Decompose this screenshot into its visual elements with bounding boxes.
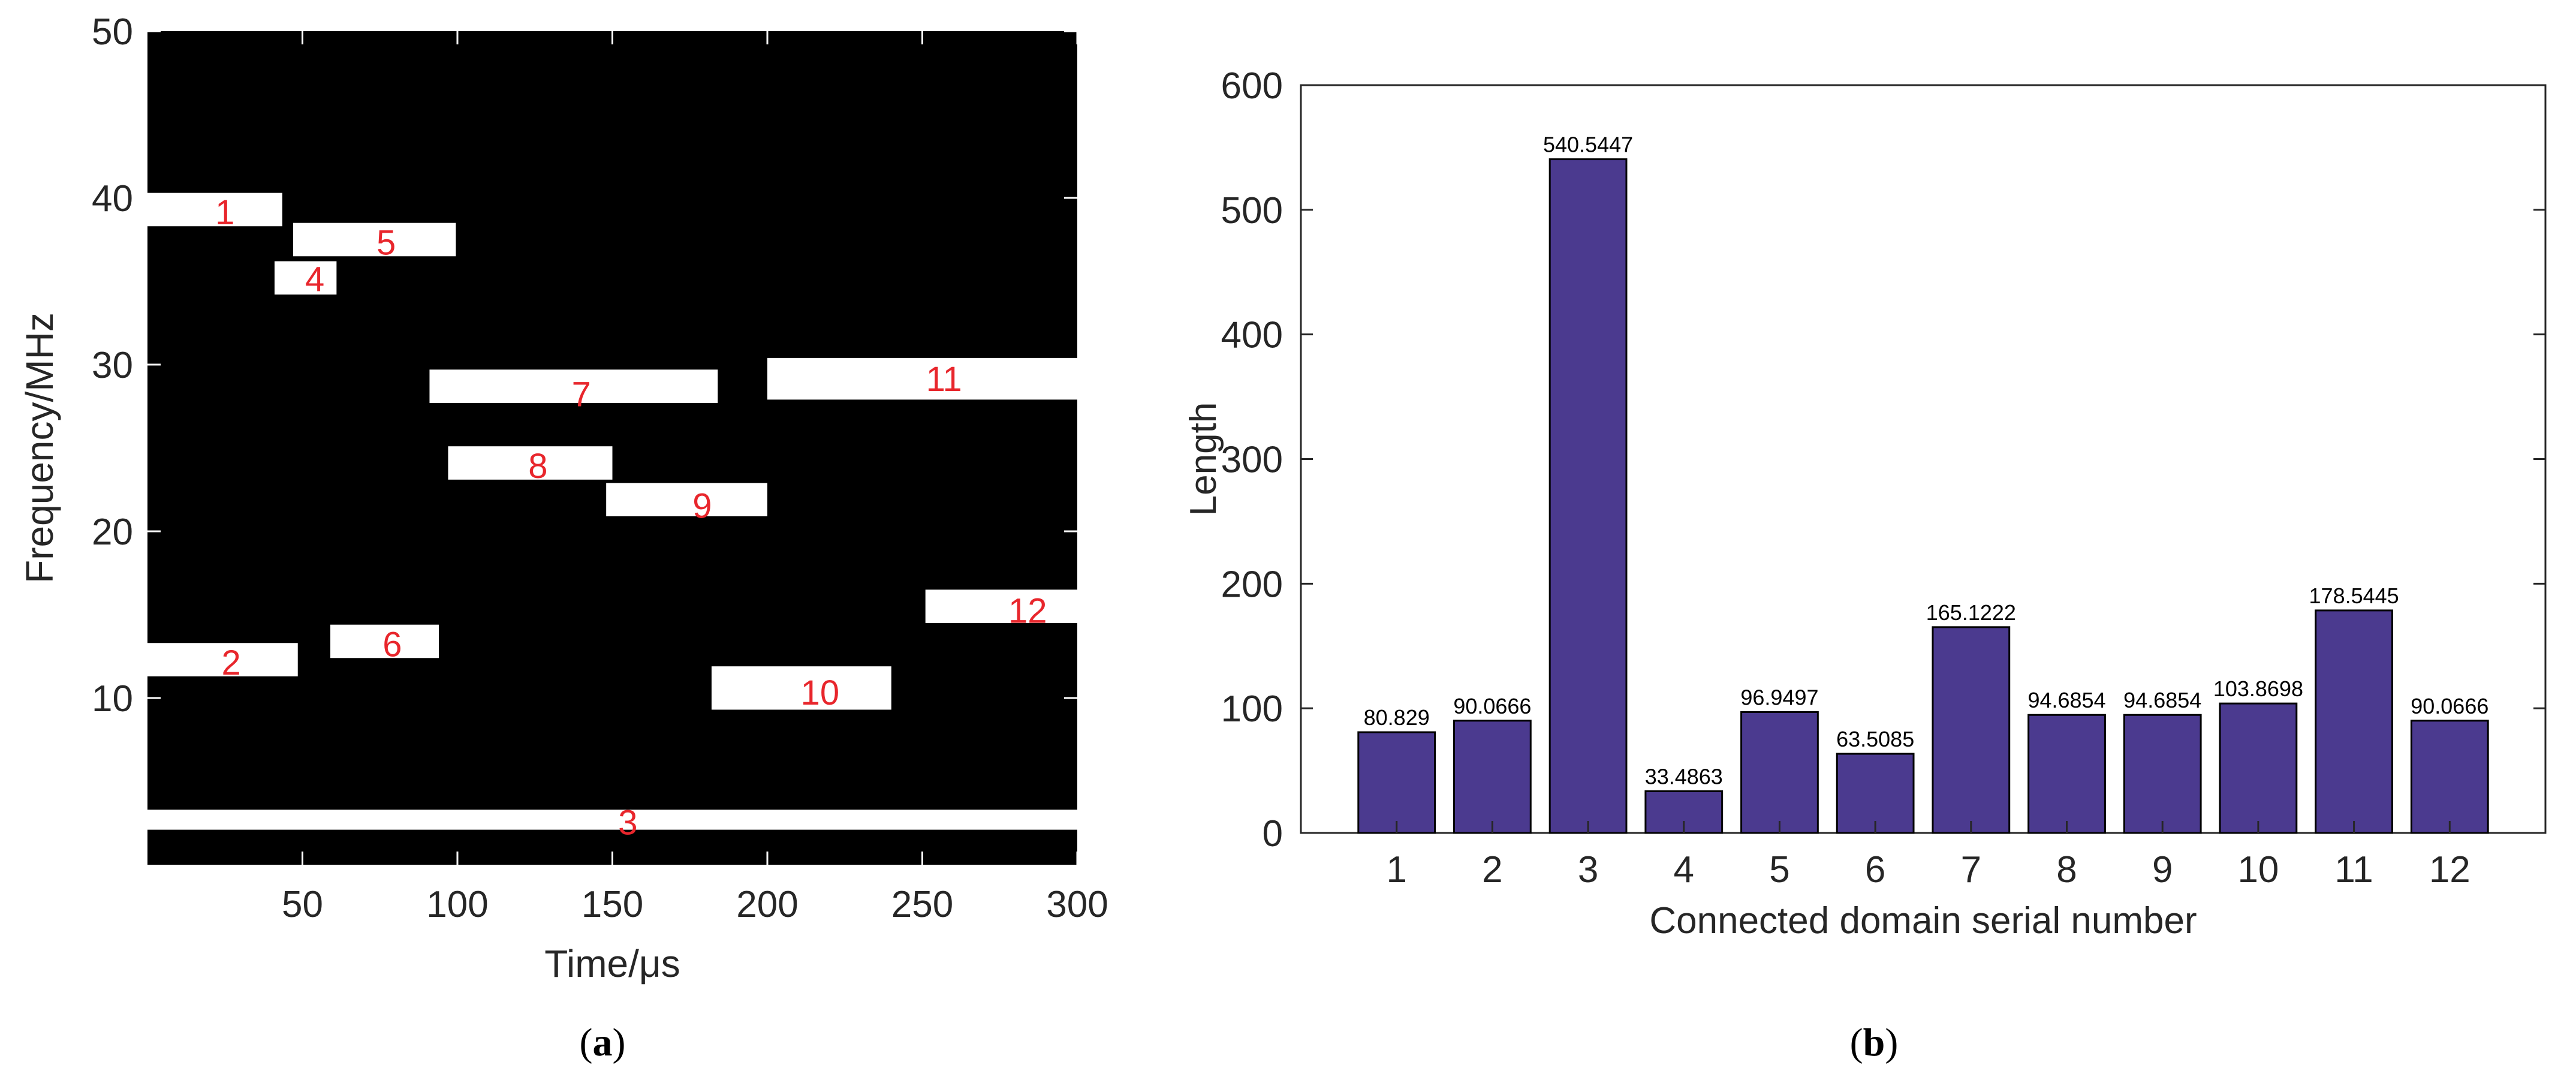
region-4	[274, 261, 337, 295]
x-tick-label: 2	[1482, 849, 1502, 891]
x-tick-label: 300	[1046, 884, 1108, 925]
y-tick-label: 100	[1221, 688, 1283, 730]
y-tick-label: 40	[92, 178, 133, 219]
region-7	[429, 369, 718, 403]
x-tick-label: 250	[891, 884, 953, 925]
y-axis-label: Frequency/MHz	[18, 312, 61, 583]
region-label-5: 5	[376, 223, 396, 262]
y-tick-label: 600	[1221, 65, 1283, 107]
x-tick-label: 3	[1578, 849, 1598, 891]
x-tick-label: 200	[736, 884, 798, 925]
bar-8	[2027, 714, 2106, 834]
data-label: 90.0666	[1453, 694, 1531, 718]
region-label-9: 9	[692, 487, 712, 526]
y-tick-label: 50	[92, 11, 133, 53]
y-tick-label: 200	[1221, 564, 1283, 605]
region-label-2: 2	[221, 643, 240, 682]
region-12	[925, 589, 1077, 623]
region-9	[606, 483, 767, 516]
region-label-1: 1	[215, 193, 234, 232]
x-tick-label: 8	[2056, 849, 2077, 891]
data-label: 165.1222	[1926, 600, 2016, 625]
data-label: 103.8698	[2213, 676, 2303, 701]
y-tick-label: 20	[92, 512, 133, 553]
region-label-12: 12	[1008, 592, 1047, 631]
y-tick-label: 400	[1221, 315, 1283, 356]
y-tick-label: 500	[1221, 190, 1283, 231]
bar-5	[1740, 711, 1819, 834]
x-tick-label: 7	[1961, 849, 1981, 891]
caption-a: (a)	[580, 1021, 626, 1064]
x-axis-label: Connected domain serial number	[1649, 900, 2197, 941]
x-tick-label: 1	[1386, 849, 1406, 891]
x-axis-label: Time/μs	[544, 942, 680, 985]
region-5	[293, 222, 456, 257]
region-label-4: 4	[305, 260, 324, 299]
bar-2	[1453, 720, 1532, 834]
bar-10	[2219, 702, 2298, 834]
region-label-8: 8	[528, 447, 547, 486]
x-tick-label: 5	[1769, 849, 1789, 891]
data-label: 540.5447	[1543, 133, 1633, 157]
y-axis-label: Length	[1183, 402, 1224, 516]
caption-b: (b)	[1850, 1021, 1899, 1064]
data-label: 96.9497	[1740, 685, 1818, 710]
data-label: 80.829	[1364, 705, 1430, 730]
panel-b-bar-chart: 0 100 200 300 400 500 600 80.829 1 90.0666 2 540.54…	[1183, 65, 2547, 941]
x-tick-label: 12	[2429, 849, 2470, 891]
region-label-6: 6	[382, 625, 402, 664]
bar-12	[2410, 720, 2489, 834]
bar-9	[2123, 714, 2202, 834]
region-2	[147, 643, 298, 676]
x-tick-label: 11	[2334, 849, 2373, 891]
region-3	[147, 810, 1077, 830]
region-1	[147, 192, 282, 227]
x-tick-label: 100	[426, 884, 488, 925]
region-label-10: 10	[801, 673, 840, 712]
data-label: 178.5445	[2309, 583, 2399, 608]
x-tick-label: 10	[2237, 849, 2279, 891]
y-tick-label: 10	[92, 678, 133, 720]
bar-11	[2315, 609, 2393, 834]
region-label-11: 11	[926, 360, 962, 399]
region-8	[448, 446, 613, 480]
x-tick-label: 9	[2152, 849, 2173, 891]
region-6	[330, 624, 439, 658]
x-tick-label: 50	[282, 884, 323, 925]
data-label: 63.5085	[1836, 727, 1914, 751]
x-tick-label: 4	[1674, 849, 1694, 891]
data-label: 94.6854	[2123, 688, 2201, 712]
region-label-7: 7	[572, 375, 591, 414]
x-tick-label: 150	[582, 884, 643, 925]
y-tick-label: 30	[92, 345, 133, 386]
y-tick-label: 300	[1221, 440, 1283, 481]
bar-6	[1836, 753, 1915, 834]
region-11	[767, 357, 1077, 400]
bar-3	[1548, 158, 1628, 834]
x-tick-label: 6	[1865, 849, 1885, 891]
region-label-3: 3	[618, 804, 637, 843]
bar-1	[1357, 731, 1436, 834]
data-label: 94.6854	[2027, 688, 2105, 712]
bar-7	[1932, 626, 2011, 834]
data-label: 33.4863	[1645, 764, 1723, 789]
data-label: 90.0666	[2411, 694, 2488, 718]
y-tick-label: 0	[1263, 813, 1283, 855]
region-10	[711, 666, 891, 710]
